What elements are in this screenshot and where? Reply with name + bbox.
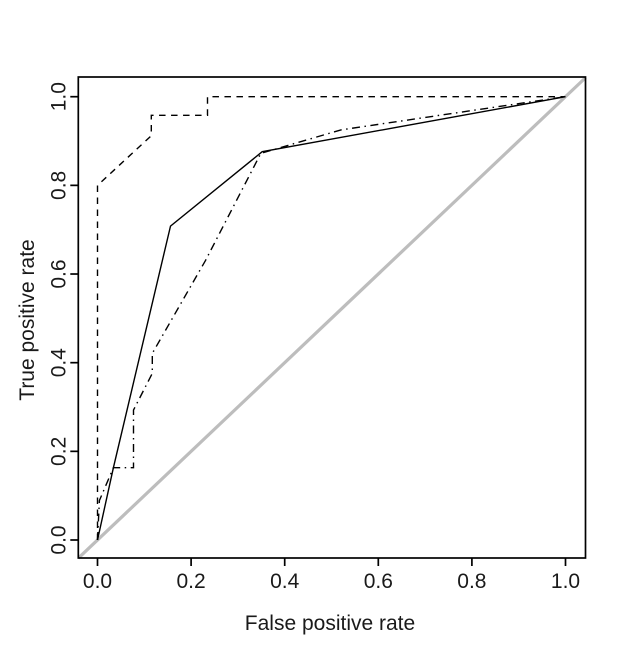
axis-ticks: 0.0 0.2 0.4 0.6 0.8 1.0 0.0 0.2 0.4 0.6 0.8 1.0	[47, 82, 580, 593]
roc-solid-curve	[96, 96, 566, 541]
y-tick-label: 1.0	[47, 82, 70, 111]
y-tick-label: 0.8	[47, 171, 70, 200]
y-tick-label: 0.0	[47, 525, 70, 554]
x-axis-title: False positive rate	[245, 612, 415, 635]
x-tick-label: 0.4	[270, 570, 300, 593]
x-tick-label: 0.0	[83, 570, 112, 593]
y-axis-title: True positive rate	[16, 239, 39, 400]
x-tick-label: 0.8	[457, 570, 486, 593]
plot-border	[77, 76, 587, 559]
roc-dashed-curve	[96, 95, 566, 540]
y-tick-label: 0.4	[47, 348, 70, 378]
x-tick-label: 0.6	[364, 570, 393, 593]
x-tick-label: 1.0	[551, 570, 580, 593]
chance-line-layer	[77, 76, 587, 560]
y-tick-label: 0.2	[47, 437, 70, 466]
roc-dashdot-curve	[96, 96, 566, 541]
x-tick-label: 0.2	[176, 570, 205, 593]
roc-curves	[96, 95, 566, 541]
chance-diagonal-curve	[77, 76, 587, 560]
y-tick-label: 0.6	[47, 259, 70, 288]
